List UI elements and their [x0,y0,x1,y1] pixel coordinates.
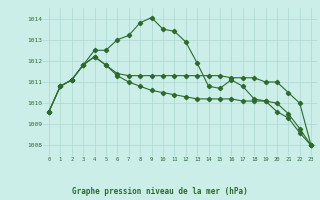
Text: Graphe pression niveau de la mer (hPa): Graphe pression niveau de la mer (hPa) [72,187,248,196]
